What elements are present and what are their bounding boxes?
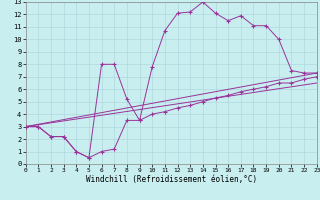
X-axis label: Windchill (Refroidissement éolien,°C): Windchill (Refroidissement éolien,°C) (86, 175, 257, 184)
